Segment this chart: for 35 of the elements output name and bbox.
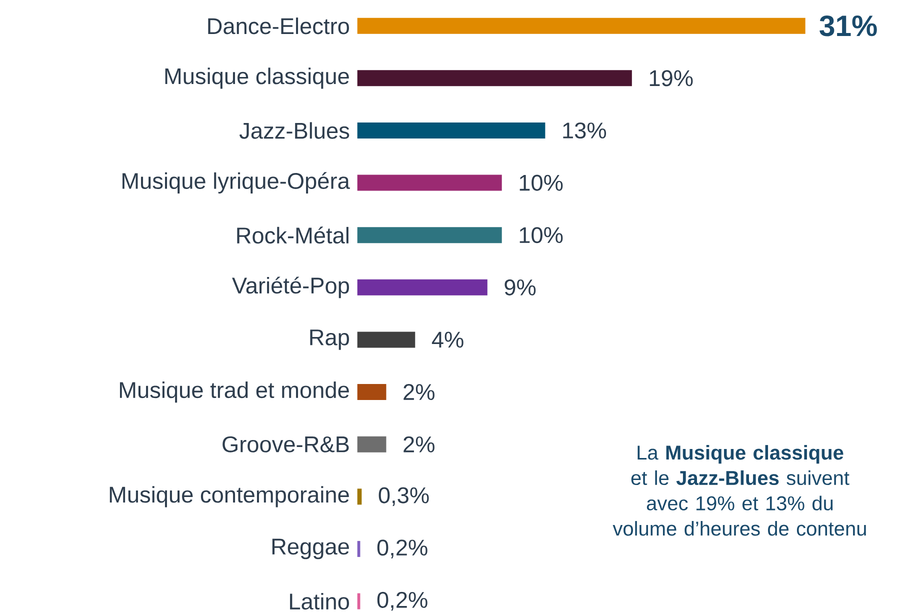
- data-label: 4%: [432, 332, 464, 348]
- bar: [357, 174, 502, 191]
- y-tick-label: Groove-R&B: [222, 436, 349, 452]
- bar: [357, 227, 502, 244]
- y-tick-label: Jazz-Blues: [239, 122, 350, 139]
- bar: [357, 436, 386, 452]
- data-label: 31%: [820, 15, 877, 36]
- bar: [357, 488, 362, 505]
- data-label: 9%: [504, 279, 536, 296]
- data-label: 0,2%: [377, 592, 428, 611]
- y-tick-label: Musique trad et monde: [120, 381, 349, 403]
- bar: [357, 384, 386, 400]
- data-label: 2%: [404, 436, 434, 452]
- annotation: La Musique classique et le Jazz-Blues suivent avec 19% et 13% du volume d’heures de contenu: [612, 445, 866, 536]
- data-label: 0,3%: [378, 487, 429, 506]
- bar: [357, 18, 806, 34]
- data-label: 13%: [563, 122, 606, 139]
- y-tick-label: Variété-Pop: [232, 276, 349, 298]
- y-tick-label: Latino: [290, 592, 349, 610]
- y-tick-label: Dance-Electro: [208, 18, 349, 34]
- bar: [357, 279, 488, 296]
- data-label: 0,2%: [377, 540, 428, 558]
- y-tick-label: Musique contemporaine: [110, 486, 349, 508]
- data-label: 2%: [404, 384, 434, 400]
- data-label: 10%: [520, 174, 563, 191]
- y-tick-label: Rap: [310, 330, 349, 350]
- y-tick-label: Reggae: [272, 538, 349, 560]
- y-tick-label: Rock-Métal: [237, 226, 348, 244]
- bar: [357, 122, 546, 138]
- y-tick-label: Musique lyrique-Opéra: [122, 172, 350, 194]
- y-tick-label: Musique classique: [165, 68, 349, 89]
- data-label: 10%: [520, 227, 563, 244]
- bar: [357, 70, 632, 86]
- data-label: 19%: [650, 70, 693, 86]
- bar: [357, 332, 416, 348]
